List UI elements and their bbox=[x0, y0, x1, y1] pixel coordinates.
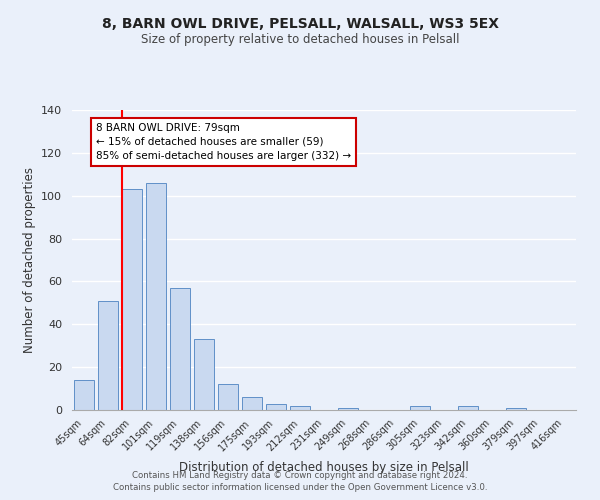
Bar bbox=[146, 183, 166, 410]
Text: 8, BARN OWL DRIVE, PELSALL, WALSALL, WS3 5EX: 8, BARN OWL DRIVE, PELSALL, WALSALL, WS3… bbox=[101, 18, 499, 32]
Bar bbox=[242, 397, 262, 410]
Bar bbox=[506, 408, 526, 410]
Bar bbox=[458, 406, 478, 410]
Bar bbox=[218, 384, 238, 410]
Bar bbox=[338, 408, 358, 410]
Bar bbox=[266, 404, 286, 410]
X-axis label: Distribution of detached houses by size in Pelsall: Distribution of detached houses by size … bbox=[179, 461, 469, 474]
Text: Contains public sector information licensed under the Open Government Licence v3: Contains public sector information licen… bbox=[113, 484, 487, 492]
Text: Size of property relative to detached houses in Pelsall: Size of property relative to detached ho… bbox=[141, 32, 459, 46]
Y-axis label: Number of detached properties: Number of detached properties bbox=[23, 167, 35, 353]
Bar bbox=[122, 190, 142, 410]
Bar bbox=[170, 288, 190, 410]
Bar bbox=[98, 300, 118, 410]
Bar bbox=[410, 406, 430, 410]
Bar bbox=[194, 340, 214, 410]
Bar bbox=[290, 406, 310, 410]
Text: 8 BARN OWL DRIVE: 79sqm
← 15% of detached houses are smaller (59)
85% of semi-de: 8 BARN OWL DRIVE: 79sqm ← 15% of detache… bbox=[96, 123, 351, 161]
Bar bbox=[74, 380, 94, 410]
Text: Contains HM Land Registry data © Crown copyright and database right 2024.: Contains HM Land Registry data © Crown c… bbox=[132, 471, 468, 480]
